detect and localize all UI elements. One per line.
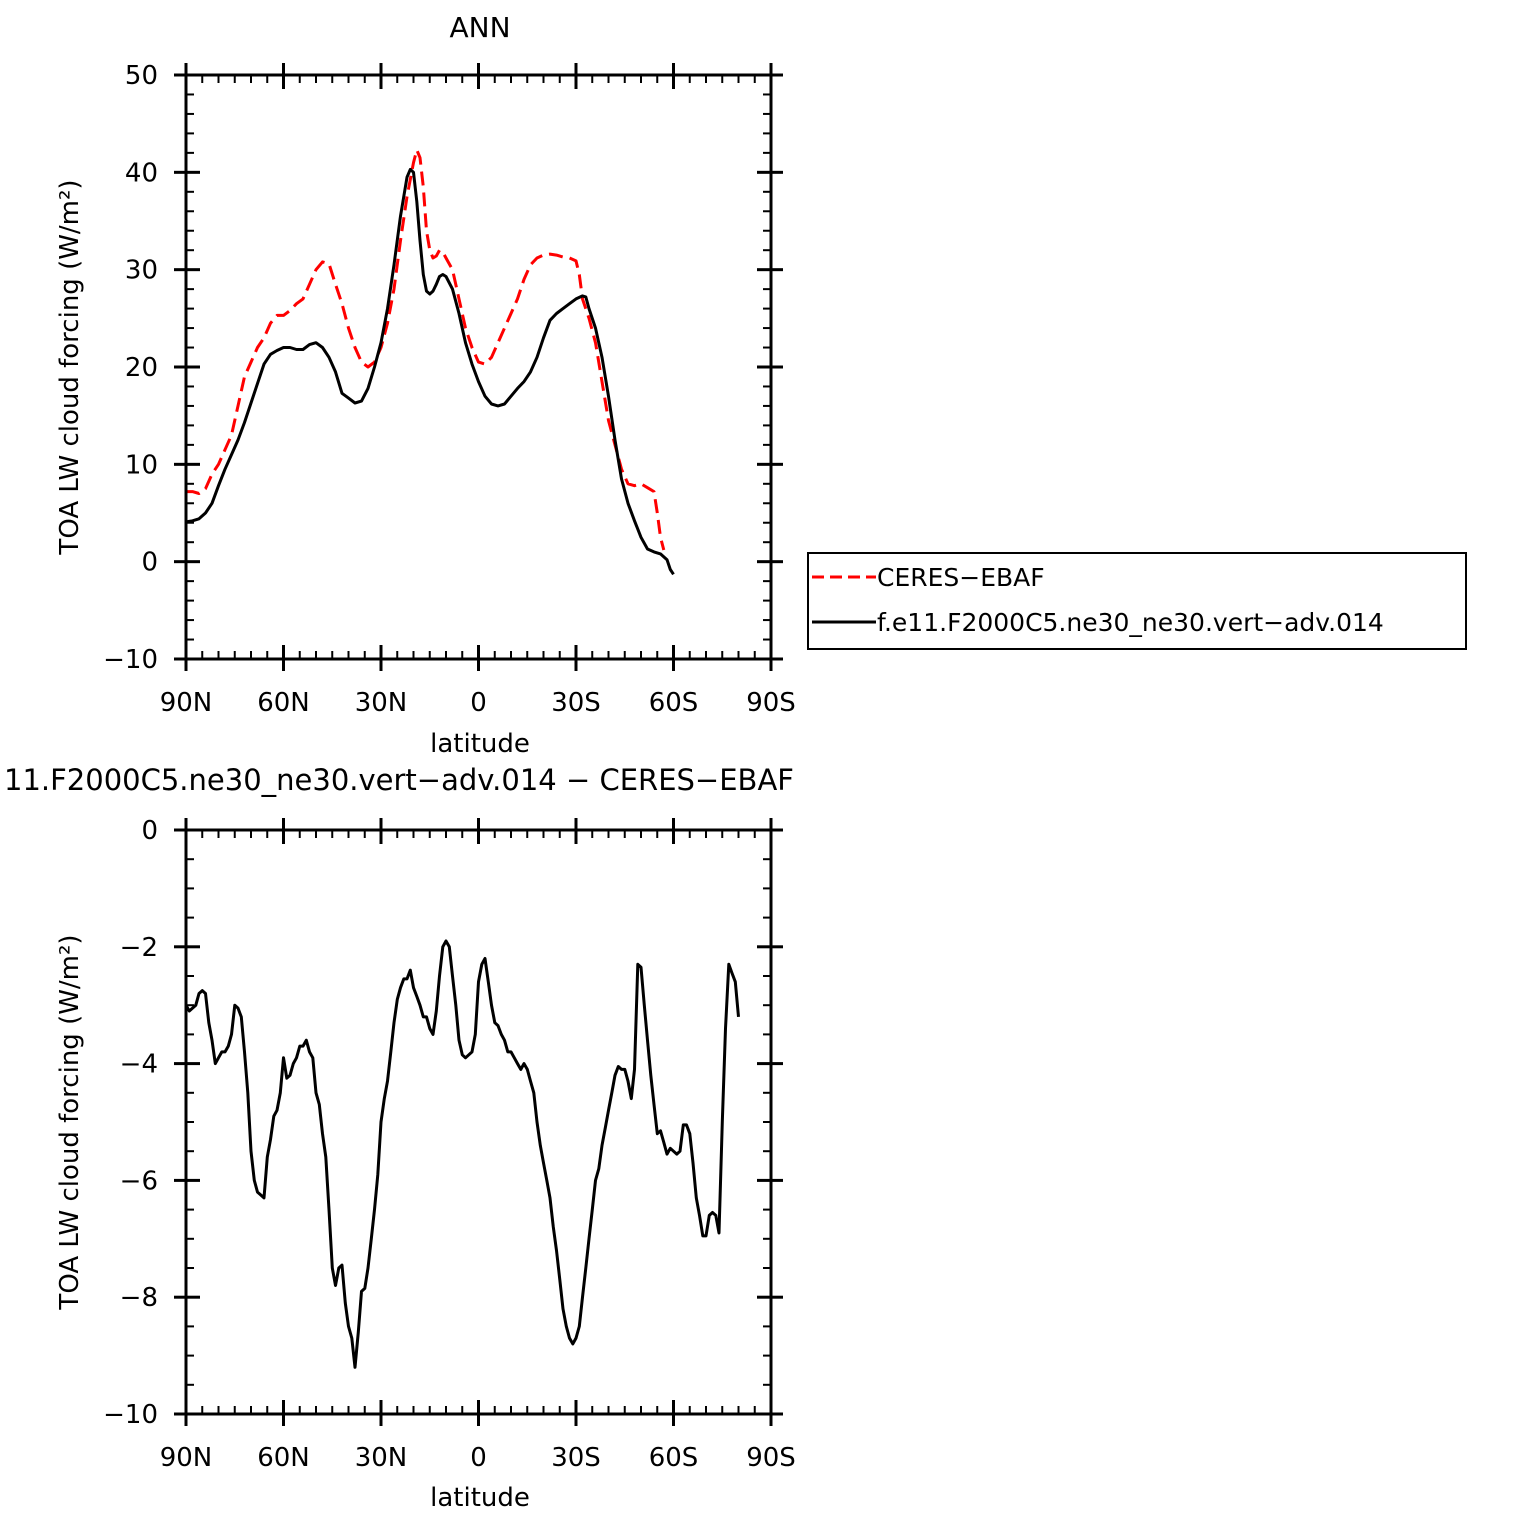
top-series-line-0: [186, 148, 666, 551]
bottom-y-tick-label: 0: [141, 816, 158, 846]
bottom-axis-ticks: 90N 60N 30N 0 30S 60S 90S 0 −2 −4 −6 −8 −10: [103, 816, 796, 1473]
panel-annual: ANN 90N 60N 30N 0 30S 60S 90S 50 40 30 20 10 0 −10 la…: [55, 11, 796, 759]
bottom-x-tick-label: 30N: [355, 1443, 408, 1473]
top-plot-frame: [184, 73, 773, 661]
top-y-axis-label: TOA LW cloud forcing (W/m²): [55, 179, 85, 555]
legend-label-ceres: CERES−EBAF: [877, 563, 1045, 592]
top-chart-title: ANN: [449, 11, 510, 44]
bottom-series-line-0: [184, 939, 740, 1369]
top-y-tick-label: −10: [103, 645, 158, 675]
bottom-chart-title: 11.F2000C5.ne30_ne30.vert−adv.014 − CERE…: [4, 763, 794, 797]
bottom-x-tick-label: 0: [470, 1443, 487, 1473]
bottom-x-tick-label: 90S: [746, 1443, 796, 1473]
panel-difference: 11.F2000C5.ne30_ne30.vert−adv.014 − CERE…: [4, 763, 796, 1513]
top-series-group: [185, 148, 675, 576]
top-y-tick-label: 40: [125, 158, 158, 188]
top-y-tick-label: 20: [125, 353, 158, 383]
legend: CERES−EBAF f.e11.F2000C5.ne30_ne30.vert−…: [807, 552, 1467, 650]
bottom-x-tick-label: 60N: [257, 1443, 310, 1473]
top-series-line-1: [185, 167, 675, 576]
bottom-x-tick-label: 60S: [649, 1443, 699, 1473]
bottom-y-tick-label: −10: [103, 1400, 158, 1430]
top-x-tick-label: 60N: [257, 688, 310, 718]
top-y-tick-label: 30: [125, 256, 158, 286]
top-x-tick-label: 60S: [649, 688, 699, 718]
bottom-x-tick-label: 90N: [160, 1443, 213, 1473]
top-x-tick-label: 90S: [746, 688, 796, 718]
bottom-y-axis-label: TOA LW cloud forcing (W/m²): [55, 934, 85, 1310]
top-x-tick-label: 30N: [355, 688, 408, 718]
bottom-y-tick-label: −4: [120, 1050, 158, 1080]
bottom-plot-frame: [184, 828, 773, 1416]
top-y-tick-label: 0: [141, 548, 158, 578]
bottom-series-group: [184, 939, 740, 1369]
top-y-tick-label: 10: [125, 450, 158, 480]
bottom-x-axis-label: latitude: [430, 1483, 530, 1513]
bottom-y-tick-label: −2: [120, 933, 158, 963]
top-x-tick-label: 30S: [551, 688, 601, 718]
top-y-tick-label: 50: [125, 61, 158, 91]
bottom-y-tick-label: −6: [120, 1166, 158, 1196]
top-axis-ticks: 90N 60N 30N 0 30S 60S 90S 50 40 30 20 10 0 −10: [103, 61, 796, 718]
legend-label-model: f.e11.F2000C5.ne30_ne30.vert−adv.014: [877, 608, 1384, 637]
top-x-axis-label: latitude: [430, 729, 530, 759]
legend-box: [807, 552, 1467, 650]
bottom-y-tick-label: −8: [120, 1283, 158, 1313]
top-x-tick-label: 90N: [160, 688, 213, 718]
top-x-tick-label: 0: [470, 688, 487, 718]
bottom-x-tick-label: 30S: [551, 1443, 601, 1473]
